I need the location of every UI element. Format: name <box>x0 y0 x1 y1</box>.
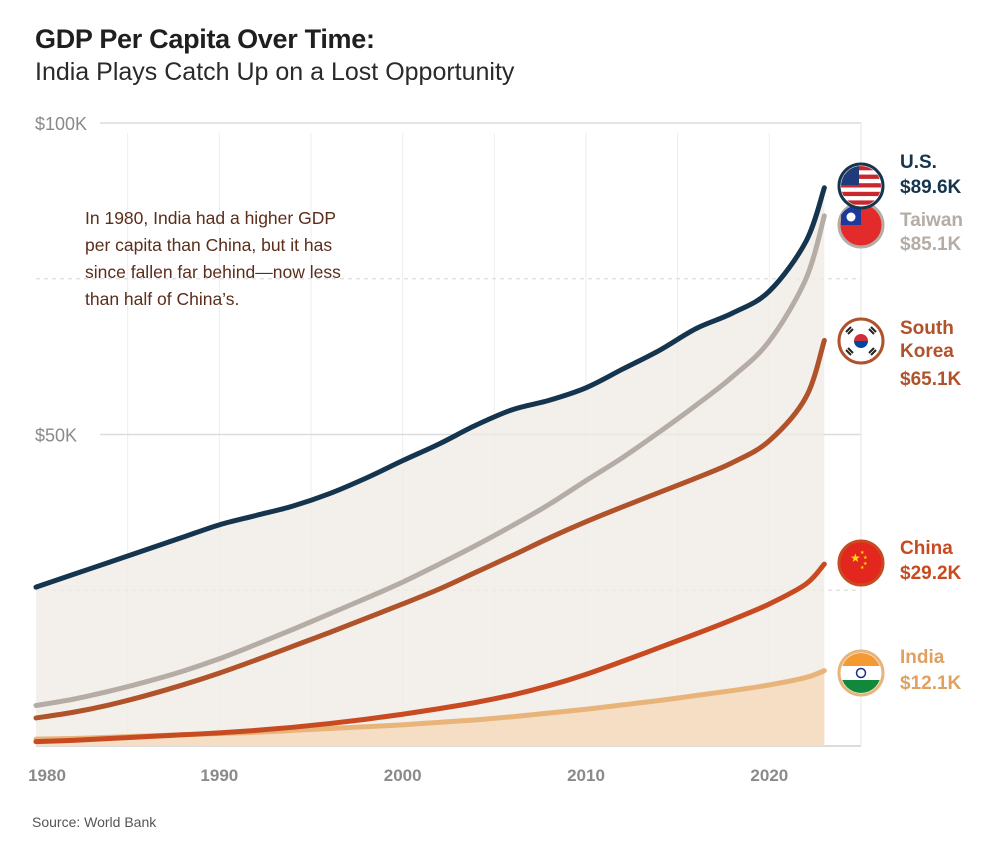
svg-text:★: ★ <box>863 561 868 567</box>
chart-subtitle: India Plays Catch Up on a Lost Opportuni… <box>35 58 515 86</box>
svg-text:★: ★ <box>850 551 861 565</box>
x-tick-label-2010: 2010 <box>567 766 605 785</box>
taiwan-flag-icon <box>837 201 885 249</box>
area-under-us <box>36 187 825 747</box>
series-line-us <box>33 185 827 590</box>
x-tick-label-1990: 1990 <box>200 766 238 785</box>
y-axis-ticks: $50K $100K <box>35 114 87 446</box>
area-under-india <box>36 670 825 746</box>
series-lines <box>33 185 827 745</box>
annotation-line-1: In 1980, India had a higher GDP <box>85 208 336 228</box>
korea-flag-icon <box>837 317 885 365</box>
series-line-south_korea <box>33 337 827 721</box>
area-layer <box>36 187 825 747</box>
label-us-name: U.S. <box>900 152 937 173</box>
india-flag-icon <box>837 649 885 697</box>
series-line-china <box>33 561 827 745</box>
svg-text:★: ★ <box>860 550 865 556</box>
label-taiwan-name: Taiwan <box>900 210 963 231</box>
annotation-line-2: per capita than China, but it has <box>85 235 332 255</box>
label-korea-value: $65.1K <box>900 369 962 390</box>
svg-text:★: ★ <box>860 565 865 571</box>
x-axis-ticks: 1980 1990 2000 2010 2020 <box>28 766 788 785</box>
x-tick-label-2020: 2020 <box>750 766 788 785</box>
us-flag-icon <box>837 162 885 210</box>
china-flag-icon: ★ ★ ★ ★ ★ <box>837 539 885 587</box>
svg-text:★: ★ <box>863 555 868 561</box>
annotation-line-4: than half of China’s. <box>85 289 239 309</box>
label-taiwan-value: $85.1K <box>900 234 962 255</box>
series-labels: U.S. $89.6K Taiwan $85.1K South Korea $6… <box>900 152 963 694</box>
flag-markers: ★ ★ ★ ★ ★ <box>837 162 885 697</box>
series-line-taiwan <box>33 213 827 709</box>
y-tick-label-50000: $50K <box>35 426 77 446</box>
x-tick-label-2000: 2000 <box>384 766 422 785</box>
label-china-name: China <box>900 538 953 559</box>
label-korea-name-1: South <box>900 318 954 339</box>
label-us-value: $89.6K <box>900 177 962 198</box>
source-note: Source: World Bank <box>32 814 157 830</box>
label-india-value: $12.1K <box>900 673 962 694</box>
annotation-line-3: since fallen far behind—now less <box>85 262 341 282</box>
y-tick-label-100000: $100K <box>35 114 87 134</box>
label-korea-name-2: Korea <box>900 341 954 362</box>
x-tick-label-1980: 1980 <box>28 766 66 785</box>
chart-title: GDP Per Capita Over Time: <box>35 24 375 54</box>
label-china-value: $29.2K <box>900 563 962 584</box>
label-india-name: India <box>900 647 945 668</box>
